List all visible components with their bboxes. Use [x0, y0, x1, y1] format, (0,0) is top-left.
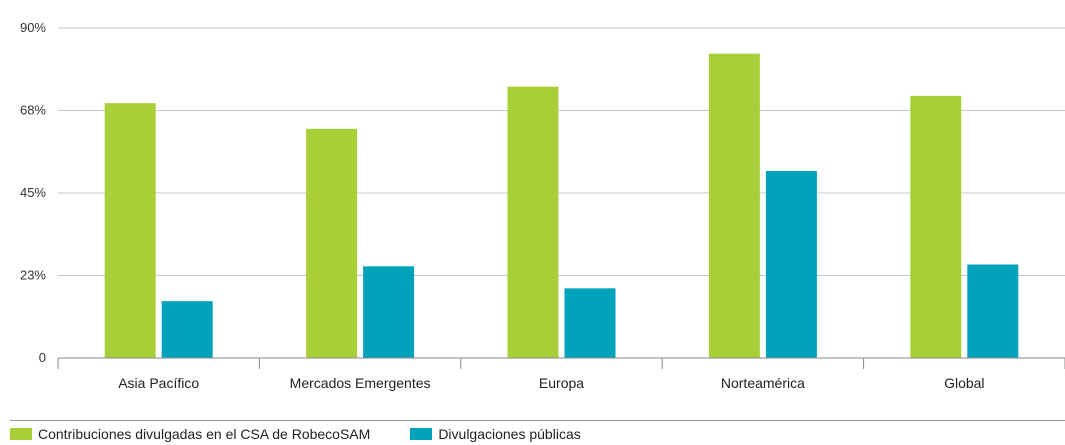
x-category-label: Global	[944, 375, 984, 391]
y-tick-label: 90%	[20, 20, 46, 35]
legend: Contribuciones divulgadas en el CSA de R…	[10, 426, 621, 442]
x-category-label: Asia Pacífico	[118, 375, 199, 391]
bar	[564, 288, 616, 358]
legend-item-contribuciones: Contribuciones divulgadas en el CSA de R…	[10, 426, 370, 442]
legend-swatch-divulgaciones	[410, 428, 433, 440]
bar	[363, 266, 415, 358]
bars	[104, 53, 1019, 359]
legend-divider	[10, 420, 1065, 421]
bar	[765, 171, 817, 358]
bar	[104, 103, 156, 359]
x-category-label: Norteamérica	[721, 375, 805, 391]
x-axis-labels: Asia Pacífico Mercados Emergentes Europa No…	[118, 375, 984, 391]
y-tick-label: 0	[39, 350, 46, 365]
x-axis	[57, 357, 1065, 369]
bar	[161, 301, 213, 358]
gridlines	[58, 27, 1065, 276]
bar	[708, 53, 760, 359]
bar	[910, 95, 962, 358]
y-tick-label: 68%	[20, 103, 46, 118]
x-category-label: Europa	[539, 375, 584, 391]
legend-label-contribuciones: Contribuciones divulgadas en el CSA de R…	[38, 426, 371, 442]
x-category-label: Mercados Emergentes	[290, 375, 431, 391]
bar-chart: 0 23% 45% 68% 90% Asia Pacífico Mercados Emer…	[20, 20, 1065, 391]
bar	[967, 264, 1019, 358]
legend-swatch-contribuciones	[10, 428, 32, 440]
y-axis-ticks: 0 23% 45% 68% 90%	[20, 20, 46, 365]
y-tick-label: 45%	[20, 185, 46, 200]
y-tick-label: 23%	[20, 268, 46, 283]
bar	[306, 128, 358, 358]
legend-item-divulgaciones: Divulgaciones públicas	[410, 426, 581, 442]
legend-label-divulgaciones: Divulgaciones públicas	[438, 426, 581, 442]
bar	[507, 86, 559, 359]
